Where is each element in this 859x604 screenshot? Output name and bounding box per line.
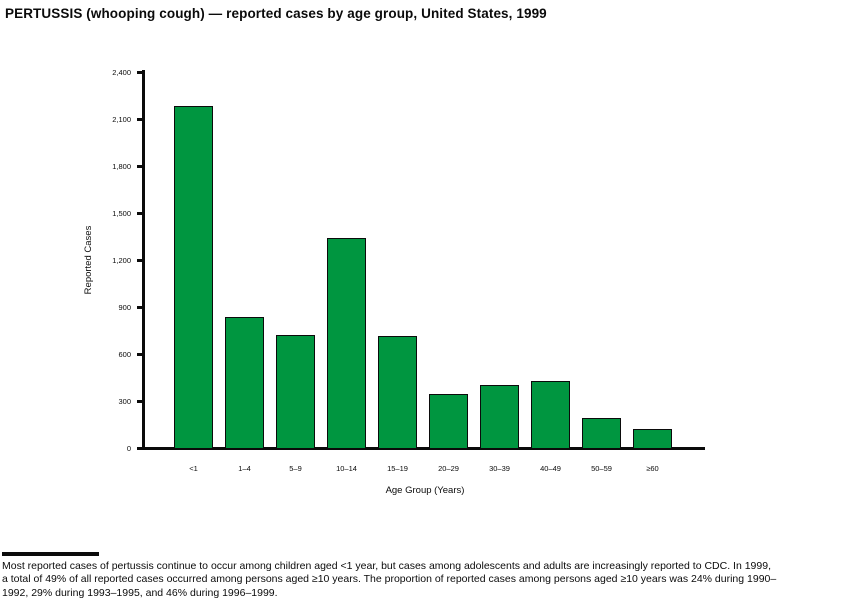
- x-tick-label: 20–29: [438, 464, 459, 473]
- y-tick-label: 2,400: [112, 68, 131, 77]
- caption-line: Most reported cases of pertussis continu…: [2, 560, 771, 572]
- bar: [429, 394, 468, 449]
- y-tick-mark: [137, 212, 145, 215]
- bar: [582, 418, 621, 449]
- x-tick-label: 1–4: [238, 464, 251, 473]
- x-tick-label: 50–59: [591, 464, 612, 473]
- x-tick-label: 10–14: [336, 464, 357, 473]
- bar: [327, 238, 366, 449]
- y-tick-mark: [137, 118, 145, 121]
- y-tick-label: 0: [126, 444, 131, 453]
- y-tick-mark: [137, 353, 145, 356]
- y-tick-label: 1,800: [112, 162, 131, 171]
- y-tick-mark: [137, 447, 145, 450]
- y-tick-label: 900: [118, 303, 131, 312]
- y-tick-mark: [137, 165, 145, 168]
- y-tick-label: 1,200: [112, 256, 131, 265]
- x-tick-label: 30–39: [489, 464, 510, 473]
- y-tick-label: 300: [118, 397, 131, 406]
- x-tick-label: 5–9: [289, 464, 302, 473]
- y-tick-label: 2,100: [112, 115, 131, 124]
- y-tick-label: 600: [118, 350, 131, 359]
- x-tick-label: 15–19: [387, 464, 408, 473]
- x-axis-line: [142, 446, 705, 450]
- caption-line: 1992, 29% during 1993–1995, and 46% duri…: [2, 586, 278, 599]
- bar: [633, 429, 672, 449]
- y-tick-mark: [137, 400, 145, 403]
- x-tick-label: ≥60: [646, 464, 659, 473]
- x-axis-title: Age Group (Years): [385, 485, 465, 496]
- bar: [225, 317, 264, 449]
- caption-line: a total of 49% of all reported cases occ…: [2, 573, 777, 586]
- bar: [531, 381, 570, 449]
- y-tick-label: 1,500: [112, 209, 131, 218]
- bar: [378, 336, 417, 449]
- y-tick-mark: [137, 71, 145, 74]
- bar: [480, 385, 519, 449]
- x-tick-label: 40–49: [540, 464, 561, 473]
- caption-rule: [2, 552, 99, 556]
- bar: [174, 106, 213, 449]
- chart-title: PERTUSSIS (whooping cough) — reported ca…: [5, 6, 547, 21]
- y-tick-mark: [137, 259, 145, 262]
- y-tick-mark: [137, 306, 145, 309]
- bar: [276, 335, 315, 449]
- x-tick-label: <1: [189, 464, 198, 473]
